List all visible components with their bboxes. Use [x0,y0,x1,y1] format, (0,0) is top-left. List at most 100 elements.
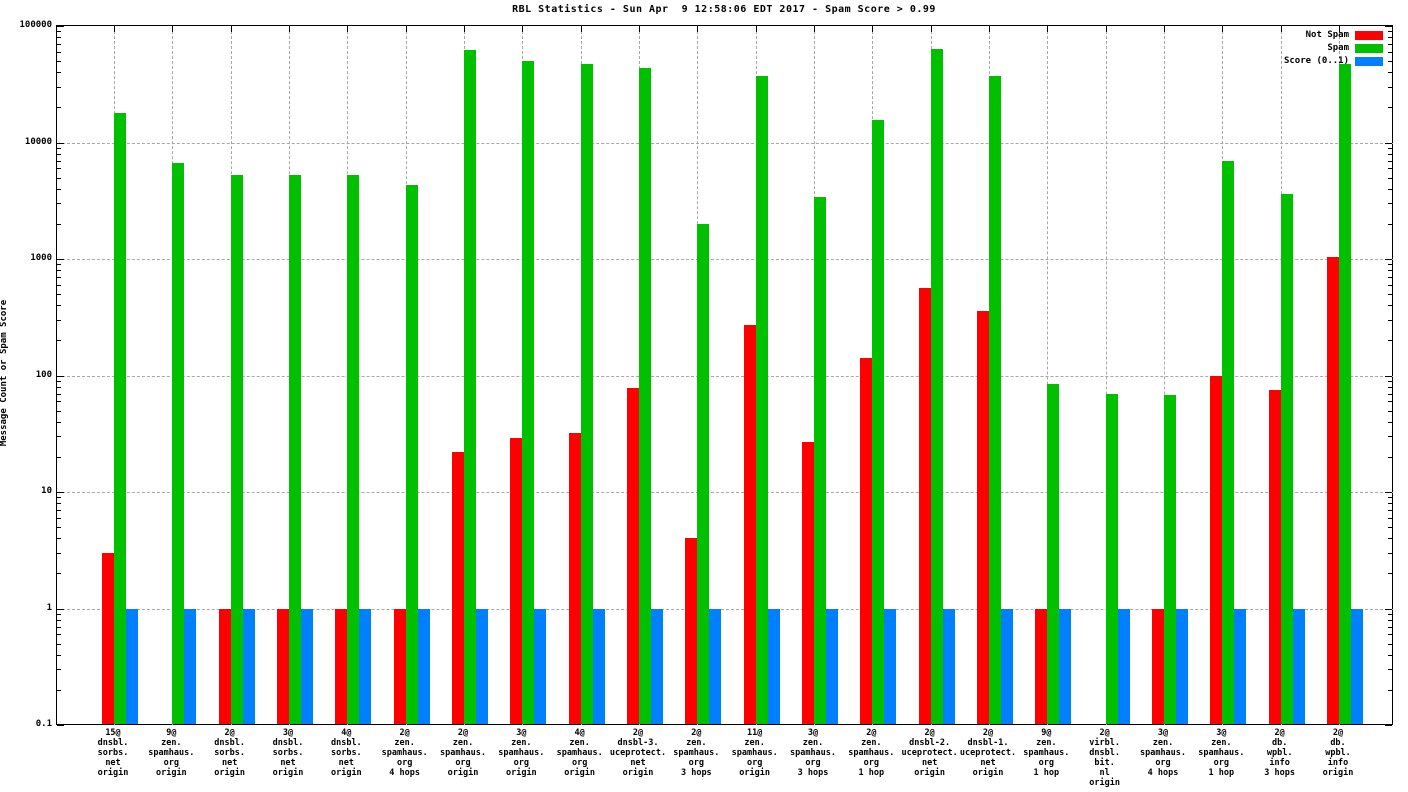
bar-spam [464,50,476,724]
bar-not-spam [335,608,348,724]
x-category-label: 3@ zen. spamhaus. org 1 hop [1198,728,1245,778]
y-minor-tick [1388,410,1392,412]
y-minor-tick [1388,386,1392,388]
bar-spam [1280,194,1293,724]
y-minor-tick [57,147,61,149]
x-category-label: 2@ dnsbl-2. uceprotect. net origin [901,728,958,778]
bar-spam [1047,383,1060,724]
y-major-tick [1385,375,1392,377]
y-tick-label: 10000 [24,136,52,147]
legend-item: Not Spam [1180,30,1383,40]
y-minor-tick [57,613,61,615]
y-tick-label: 0.1 [35,719,52,729]
x-tick [1164,26,1165,32]
bar-spam [580,64,593,724]
bar-score-0-1- [417,608,430,724]
legend-item: Score (0..1) [1180,56,1383,66]
y-minor-tick [1388,86,1392,88]
y-tick-label: 1000 [30,253,52,263]
y-tick-label: 10 [41,486,52,496]
x-tick [405,26,407,32]
y-minor-tick [1388,277,1392,279]
x-tick [1339,26,1340,32]
y-minor-tick [57,168,61,170]
y-minor-tick [1388,284,1392,286]
y-minor-tick [57,177,61,179]
y-minor-tick [1388,107,1392,109]
bar-score-0-1- [301,608,313,724]
x-category-label: 4@ dnsbl. sorbs. net origin [330,728,362,778]
bar-not-spam [1268,390,1281,724]
bar-score-0-1- [534,608,547,724]
x-category-label: 2@ dnsbl-3. uceprotect. net origin [609,728,667,778]
y-minor-tick [1388,626,1392,628]
y-gridline [57,142,1393,144]
plot-area [56,25,1393,726]
y-major-tick [57,26,64,27]
y-minor-tick [57,410,61,412]
bar-spam [1339,64,1351,724]
y-tick-label: 100000 [19,20,52,30]
bar-score-0-1- [651,608,663,724]
y-minor-tick [57,634,61,636]
bar-spam [814,197,826,724]
y-minor-tick [57,319,61,321]
y-minor-tick [1388,31,1392,33]
bar-score-0-1- [826,608,838,724]
bar-spam [872,120,885,724]
bar-score-0-1- [884,608,897,724]
x-category-label: 3@ dnsbl. sorbs. net origin [272,728,304,778]
y-minor-tick [1388,72,1392,74]
x-tick [755,26,757,32]
y-tick-label: 100 [35,369,52,380]
bar-score-0-1- [767,608,780,724]
x-category-label: 2@ virbl. dnsbl. bit. nl origin [1089,728,1121,788]
x-tick [464,26,465,32]
bar-not-spam [218,608,231,724]
bar-not-spam [277,608,289,724]
y-major-tick [57,725,64,726]
bar-spam [639,67,651,724]
x-tick [930,26,932,32]
y-minor-tick [1388,421,1392,423]
y-minor-tick [1388,436,1392,438]
y-minor-tick [1388,168,1392,170]
bar-spam [989,76,1001,724]
y-minor-tick [1388,203,1392,205]
x-category-label: 2@ zen. spamhaus. org 1 hop [848,728,895,778]
x-category-label: 15@ dnsbl. sorbs. net origin [97,728,129,778]
legend-swatch-not-spam [1355,31,1383,40]
x-category-label: 3@ zen. spamhaus. org 4 hops [1139,728,1187,778]
bar-not-spam [568,433,581,724]
x-tick [872,26,874,32]
bar-spam [347,174,360,724]
y-minor-tick [1388,177,1392,179]
y-minor-tick [57,264,61,266]
y-minor-tick [1388,619,1392,621]
y-minor-tick [1388,340,1392,342]
y-minor-tick [1388,669,1392,671]
y-minor-tick [57,421,61,423]
x-category-label: 2@ zen. spamhaus. org 4 hops [381,728,428,778]
bar-spam [114,112,126,724]
x-gridline [1164,26,1165,725]
y-minor-tick [57,72,61,74]
y-minor-tick [57,160,61,162]
legend-label: Not Spam [1305,30,1349,40]
y-major-tick [57,608,64,610]
y-major-tick [1385,259,1392,260]
bar-spam [1105,393,1118,724]
x-tick [1280,26,1282,32]
y-minor-tick [57,203,61,205]
y-minor-tick [1388,61,1392,63]
x-tick [697,26,699,32]
y-minor-tick [57,61,61,63]
y-minor-tick [57,270,61,272]
y-minor-tick [1388,188,1392,190]
bar-not-spam [860,358,873,724]
y-major-tick [57,492,64,493]
y-major-tick [1385,725,1392,726]
y-minor-tick [1388,510,1392,512]
y-minor-tick [57,44,61,46]
